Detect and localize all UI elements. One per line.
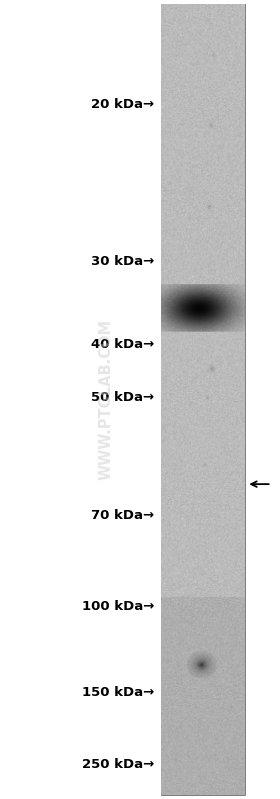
Text: 30 kDa→: 30 kDa→	[91, 255, 154, 268]
Text: 20 kDa→: 20 kDa→	[91, 98, 154, 111]
Text: WWW.PTGLAB.COM: WWW.PTGLAB.COM	[99, 319, 114, 480]
Text: 50 kDa→: 50 kDa→	[91, 391, 154, 403]
Text: 100 kDa→: 100 kDa→	[82, 600, 154, 614]
Text: 70 kDa→: 70 kDa→	[91, 509, 154, 523]
Text: 150 kDa→: 150 kDa→	[82, 686, 154, 698]
Text: 250 kDa→: 250 kDa→	[82, 758, 154, 772]
Text: 40 kDa→: 40 kDa→	[91, 338, 154, 351]
